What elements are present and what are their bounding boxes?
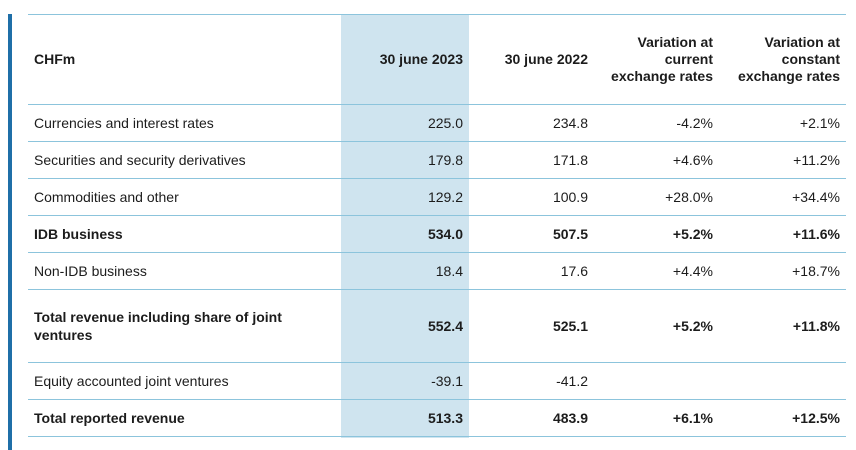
variation-constant: +11.8% [719, 289, 846, 363]
table-header-row: CHFm 30 june 2023 30 june 2022 Variation… [28, 14, 846, 105]
table-row: Securities and security derivatives 179.… [28, 141, 846, 179]
variation-constant: +11.2% [719, 141, 846, 179]
value-2022: -41.2 [469, 362, 594, 400]
variation-current: +28.0% [594, 178, 719, 216]
value-2022: 17.6 [469, 252, 594, 290]
row-label: Currencies and interest rates [28, 104, 341, 142]
table-row-total-incl-jv: Total revenue including share of joint v… [28, 289, 846, 363]
header-chfm: CHFm [28, 14, 341, 105]
value-2023: 225.0 [341, 104, 469, 142]
header-30-june-2023: 30 june 2023 [341, 14, 469, 105]
value-2022: 507.5 [469, 215, 594, 253]
value-2023: 534.0 [341, 215, 469, 253]
value-2022: 100.9 [469, 178, 594, 216]
left-accent-bar [8, 14, 12, 450]
variation-current: +5.2% [594, 289, 719, 363]
value-2023: -39.1 [341, 362, 469, 400]
table-row: Currencies and interest rates 225.0 234.… [28, 104, 846, 142]
table-row-subtotal: IDB business 534.0 507.5 +5.2% +11.6% [28, 215, 846, 253]
table-row-total-reported: Total reported revenue 513.3 483.9 +6.1%… [28, 399, 846, 437]
row-label: Securities and security derivatives [28, 141, 341, 179]
row-label: IDB business [28, 215, 341, 253]
variation-current: +6.1% [594, 399, 719, 437]
variation-constant: +2.1% [719, 104, 846, 142]
header-variation-constant: Variation at constant exchange rates [719, 14, 846, 105]
variation-current: +5.2% [594, 215, 719, 253]
row-label: Total reported revenue [28, 399, 341, 437]
variation-constant [719, 362, 846, 400]
value-2023: 513.3 [341, 399, 469, 437]
table-row: Equity accounted joint ventures -39.1 -4… [28, 362, 846, 400]
value-2023: 129.2 [341, 178, 469, 216]
value-2023: 179.8 [341, 141, 469, 179]
value-2023: 552.4 [341, 289, 469, 363]
row-label: Non-IDB business [28, 252, 341, 290]
variation-current: +4.6% [594, 141, 719, 179]
variation-current [594, 362, 719, 400]
row-label: Total revenue including share of joint v… [28, 289, 341, 363]
header-30-june-2022: 30 june 2022 [469, 14, 594, 105]
value-2023: 18.4 [341, 252, 469, 290]
variation-constant: +34.4% [719, 178, 846, 216]
variation-current: +4.4% [594, 252, 719, 290]
variation-constant: +12.5% [719, 399, 846, 437]
value-2022: 234.8 [469, 104, 594, 142]
row-label: Equity accounted joint ventures [28, 362, 341, 400]
value-2022: 171.8 [469, 141, 594, 179]
variation-constant: +11.6% [719, 215, 846, 253]
table-row: Non-IDB business 18.4 17.6 +4.4% +18.7% [28, 252, 846, 290]
variation-constant: +18.7% [719, 252, 846, 290]
revenue-table: CHFm 30 june 2023 30 june 2022 Variation… [28, 14, 846, 437]
value-2022: 483.9 [469, 399, 594, 437]
variation-current: -4.2% [594, 104, 719, 142]
value-2022: 525.1 [469, 289, 594, 363]
row-label: Commodities and other [28, 178, 341, 216]
table-row: Commodities and other 129.2 100.9 +28.0%… [28, 178, 846, 216]
header-variation-current: Variation at current exchange rates [594, 14, 719, 105]
